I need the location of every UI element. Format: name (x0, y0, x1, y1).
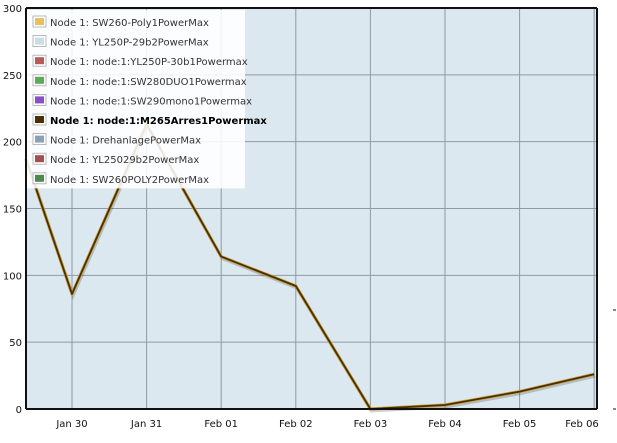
x-tick-label: Feb 06 (565, 419, 599, 430)
x-tick-label: Feb 02 (279, 419, 313, 430)
legend-swatch (35, 76, 44, 84)
legend-swatch (35, 37, 44, 45)
legend-swatch (35, 116, 44, 123)
y-tick-label: 250 (3, 71, 22, 82)
legend-label: Node 1: node:1:YL250P-30b1Powermax (50, 57, 248, 68)
legend-label: Node 1: YL250P-29b2PowerMax (50, 38, 209, 49)
legend-label: Node 1: DrehanlagePowerMax (50, 136, 201, 147)
y-tick-label: 0 (16, 405, 22, 416)
y-tick-label: 300 (3, 4, 22, 15)
legend-swatch (35, 96, 44, 104)
y-tick-label: 50 (9, 338, 22, 349)
x-tick-label: Feb 04 (428, 419, 462, 430)
legend-box (27, 10, 245, 189)
x-tick-label: Feb 03 (354, 419, 388, 430)
series-layer (24, 122, 596, 413)
y-tick-label: 200 (3, 138, 22, 149)
x-tick-label: Feb 05 (503, 419, 537, 430)
legend-swatch (35, 57, 44, 65)
x-tick-label: Feb 01 (204, 419, 238, 430)
legend-label: Node 1: node:1:SW280DUO1Powermax (50, 77, 247, 88)
legend-label: Node 1: SW260POLY2PowerMax (50, 175, 209, 186)
series-line (25, 123, 595, 410)
legend-label: Node 1: node:1:SW290mono1Powermax (50, 96, 252, 107)
y-tick-label: 100 (3, 271, 22, 282)
y-axis-ticks: 0 50 100 150 200 250 300 (3, 4, 22, 416)
legend-label: Node 1: SW260-Poly1PowerMax (50, 18, 209, 29)
legend-swatch (35, 174, 44, 182)
legend-swatch (35, 18, 44, 25)
y-tick-label: 150 (3, 205, 22, 216)
legend: Node 1: SW260-Poly1PowerMax Node 1: YL250… (27, 10, 267, 189)
x-tick-label: Jan 31 (130, 419, 162, 430)
legend-swatch (35, 155, 44, 163)
legend-swatch (35, 135, 44, 143)
legend-label: Node 1: YL25029b2PowerMax (50, 155, 199, 166)
x-tick-label: Jan 30 (55, 419, 87, 430)
x-axis-ticks: Jan 30 Jan 31 Feb 01 Feb 02 Feb 03 Feb 04 Feb … (55, 419, 598, 430)
legend-label: Node 1: node:1:M265Arres1Powermax (50, 116, 267, 127)
axes (25, 7, 616, 410)
